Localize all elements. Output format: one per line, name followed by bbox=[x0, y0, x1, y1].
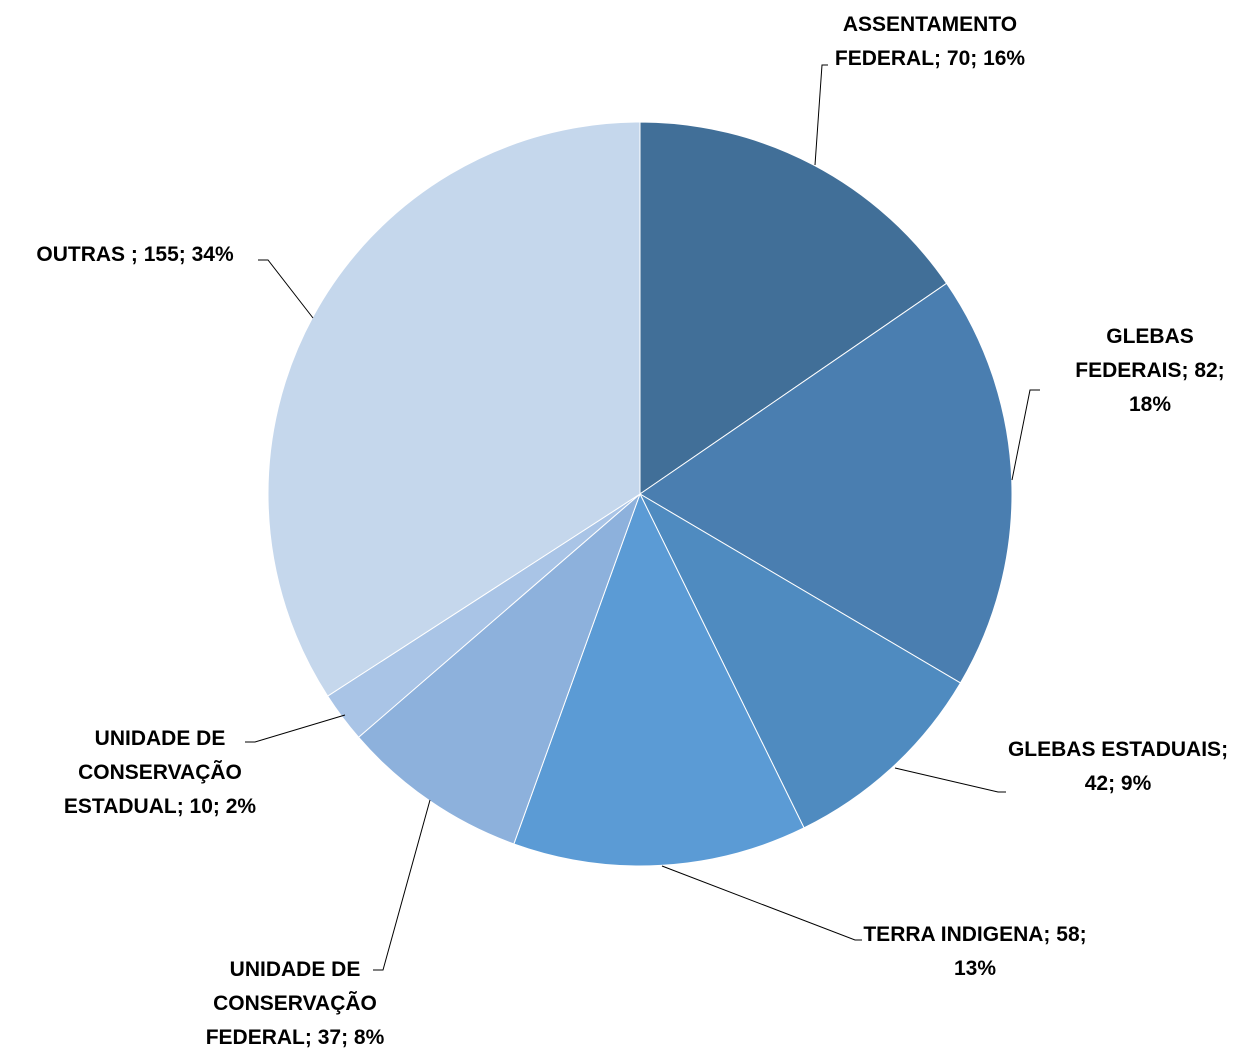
label-category: UNIDADE DE CONSERVAÇÃO FEDERAL; bbox=[205, 958, 377, 1049]
leader-line bbox=[258, 259, 314, 319]
label-category: GLEBAS ESTADUAIS; bbox=[1007, 738, 1229, 761]
data-label: OUTRAS ; 155; 34% bbox=[5, 238, 265, 272]
leader-line bbox=[245, 714, 346, 743]
label-value: 155; 34% bbox=[143, 243, 234, 266]
data-label: GLEBAS FEDERAIS; 82; 18% bbox=[1070, 320, 1230, 422]
label-value: 42; 9% bbox=[1084, 772, 1152, 795]
label-category: ASSENTAMENTO FEDERAL; bbox=[834, 13, 1018, 70]
label-category: GLEBAS FEDERAIS; bbox=[1075, 325, 1194, 382]
leader-line bbox=[1011, 389, 1040, 481]
leader-line bbox=[894, 767, 1006, 793]
data-label: ASSENTAMENTO FEDERAL; 70; 16% bbox=[810, 8, 1050, 76]
label-category: UNIDADE DE CONSERVAÇÃO ESTADUAL; bbox=[63, 727, 242, 818]
pie-slice bbox=[638, 492, 962, 829]
leader-line bbox=[814, 64, 828, 166]
label-category: OUTRAS ; bbox=[36, 243, 138, 266]
pie-slice bbox=[267, 121, 641, 697]
pie-slice bbox=[513, 492, 805, 867]
data-label: UNIDADE DE CONSERVAÇÃO ESTADUAL; 10; 2% bbox=[40, 722, 280, 824]
data-label: GLEBAS ESTADUAIS; 42; 9% bbox=[993, 733, 1243, 801]
data-label: UNIDADE DE CONSERVAÇÃO FEDERAL; 37; 8% bbox=[195, 953, 395, 1053]
pie-slice bbox=[639, 121, 948, 495]
label-value: 70; 16% bbox=[946, 47, 1026, 70]
label-value: 37; 8% bbox=[317, 1026, 385, 1049]
leader-line bbox=[661, 865, 862, 941]
label-value: 82; 18% bbox=[1128, 359, 1225, 416]
data-label: TERRA INDIGENA; 58; 13% bbox=[855, 918, 1095, 986]
label-value: 10; 2% bbox=[189, 795, 257, 818]
label-category: TERRA INDIGENA; bbox=[863, 923, 1051, 946]
pie-slice bbox=[639, 282, 1013, 684]
label-value: 58; 13% bbox=[953, 923, 1087, 980]
leader-line bbox=[373, 799, 431, 971]
